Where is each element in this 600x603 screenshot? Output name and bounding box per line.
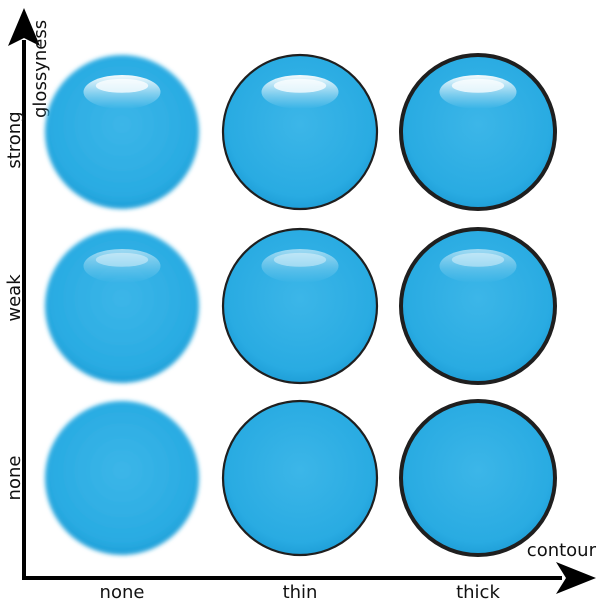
ball-glint [95,78,149,93]
ball-body [45,229,199,383]
x-level-label-thick: thick [456,582,500,603]
axes [8,8,596,594]
ball-highlight [83,249,161,283]
ball-glint [273,252,327,267]
ball-none-thin [221,399,379,557]
ball-highlight [439,249,517,283]
x-axis-arrow-icon [556,562,596,594]
ball-body [221,53,379,211]
ball-body [399,399,557,557]
ball-body [399,53,557,211]
y-level-label-weak: weak [4,274,25,322]
x-level-label-none: none [100,582,145,603]
ball-weak-thin [221,227,379,385]
ball-body [221,399,379,557]
ball-body [221,227,379,385]
ball-grid [45,53,557,557]
ball-body [399,227,557,385]
ball-none-none [45,401,199,555]
y-axis-title: glossyness [30,20,51,118]
y-level-label-none: none [4,456,25,501]
ball-glint [273,78,327,93]
ball-body [45,401,199,555]
ball-strong-thin [221,53,379,211]
ball-none-thick [399,399,557,557]
ball-strong-none [45,55,199,209]
ball-highlight [261,249,339,283]
y-axis-arrow-icon [8,8,40,46]
ball-glint [95,252,149,267]
ball-glint [451,78,505,93]
y-level-label-strong: strong [4,111,25,168]
x-level-label-thin: thin [283,582,318,603]
ball-glint [451,252,505,267]
ball-strong-thick [399,53,557,211]
ball-body [45,55,199,209]
ball-weak-none [45,229,199,383]
x-axis-title: contour [527,540,597,561]
ball-weak-thick [399,227,557,385]
